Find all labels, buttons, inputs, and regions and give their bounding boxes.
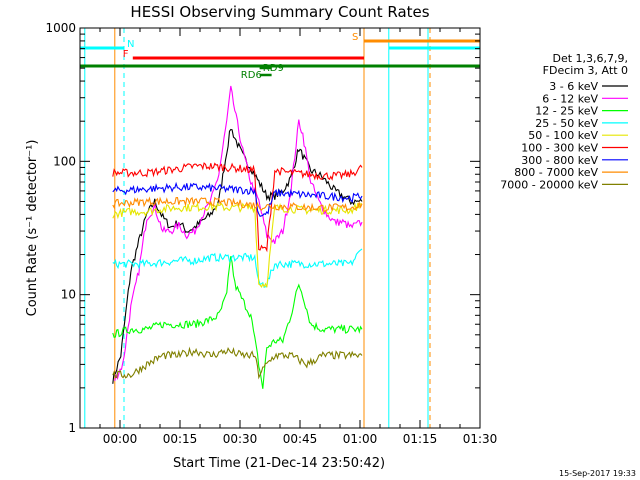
series-line-4 (112, 200, 362, 288)
legend-entry-7: 800 - 7000 keV (514, 166, 598, 179)
rd-label-1: RD9 (263, 63, 284, 74)
x-tick-label-2: 00:30 (223, 432, 258, 446)
state-bar-label-3: F (123, 49, 129, 60)
state-bar-label-0: N (127, 39, 134, 50)
footer-timestamp: 15-Sep-2017 19:33 (559, 469, 636, 478)
y-tick-label-1: 10 (61, 288, 76, 302)
series-line-6 (112, 181, 363, 217)
legend-entry-3: 25 - 50 keV (535, 117, 598, 130)
series-line-7 (112, 196, 363, 213)
y-tick-label-3: 1000 (45, 21, 76, 35)
x-tick-label-0: 00:00 (103, 432, 138, 446)
legend: Det 1,3,6,7,9,FDecim 3, Att 0 3 - 6 keV6 … (500, 52, 628, 191)
legend-entry-1: 6 - 12 keV (542, 92, 598, 105)
series-line-3 (112, 248, 363, 289)
x-tick-label-3: 00:45 (283, 432, 318, 446)
legend-entry-5: 100 - 300 keV (521, 142, 598, 155)
series-line-1 (114, 85, 363, 382)
x-tick-label-5: 01:15 (403, 432, 438, 446)
legend-header-0: Det 1,3,6,7,9, (552, 52, 628, 65)
series-line-8 (112, 346, 363, 380)
legend-entry-6: 300 - 800 keV (521, 154, 598, 167)
legend-entry-8: 7000 - 20000 keV (500, 178, 598, 191)
y-tick-label-0: 1 (68, 421, 76, 435)
chart-title: HESSI Observing Summary Count Rates (130, 3, 429, 21)
state-bar-label-2: S (352, 32, 358, 43)
legend-entry-2: 12 - 25 keV (535, 105, 598, 118)
series-line-2 (112, 256, 363, 389)
x-tick-label-6: 01:30 (463, 432, 498, 446)
x-axis-label: Start Time (21-Dec-14 23:50:42) (173, 456, 385, 471)
vertical-marker-lines (84, 28, 431, 428)
x-tick-label-1: 00:15 (163, 432, 198, 446)
legend-entry-0: 3 - 6 keV (549, 80, 598, 93)
y-axis-label: Count Rate (s⁻¹ detector⁻¹) (25, 140, 40, 317)
axes: 00:00 00:15 00:30 00:45 01:00 01:15 01:30 1 10 10… (45, 21, 497, 446)
rd-label-0: RD6 (241, 70, 262, 81)
series-line-5 (112, 162, 363, 253)
x-tick-label-4: 01:00 (343, 432, 378, 446)
data-series (112, 85, 363, 389)
legend-header-1: FDecim 3, Att 0 (543, 64, 628, 77)
legend-entry-4: 50 - 100 keV (528, 129, 598, 142)
series-line-0 (112, 128, 363, 384)
y-tick-label-2: 100 (53, 154, 76, 168)
